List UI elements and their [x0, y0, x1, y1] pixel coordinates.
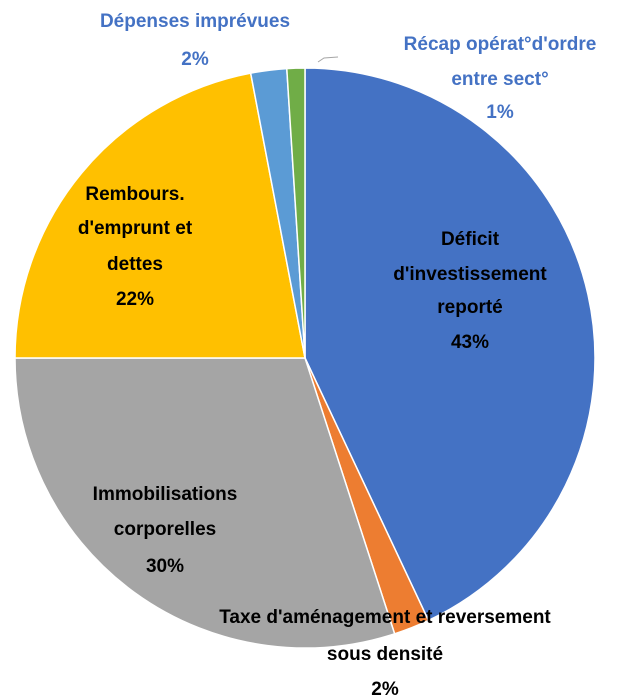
- slice-label: entre sect°: [451, 69, 548, 90]
- slice-label: sous densité: [327, 644, 443, 665]
- slice-label: Immobilisations: [93, 484, 238, 505]
- value-label: 43%: [451, 332, 489, 353]
- slice-label: corporelles: [114, 519, 216, 540]
- value-label: 22%: [116, 289, 154, 310]
- slice-label: d'emprunt et: [78, 218, 193, 239]
- slice-label: Taxe d'aménagement et reversement: [219, 607, 551, 628]
- pie-slice: [14, 357, 396, 649]
- leader-line: [317, 56, 339, 63]
- slice-label: d'investissement: [393, 264, 547, 285]
- slice-label: reporté: [437, 297, 502, 318]
- pie-slice: [14, 72, 306, 359]
- slice-label: Déficit: [441, 229, 500, 250]
- value-label: 2%: [181, 49, 209, 70]
- pie-slice: [285, 67, 306, 359]
- value-label: 30%: [146, 556, 184, 577]
- slice-label: Dépenses imprévues: [100, 11, 290, 32]
- value-label: 1%: [486, 102, 514, 123]
- slice-label: dettes: [107, 254, 163, 275]
- value-label: 2%: [371, 679, 399, 698]
- pie-slice: [304, 67, 596, 622]
- slice-label: Rembours.: [85, 184, 184, 205]
- slice-label: Récap opérat°d'ordre: [404, 34, 597, 55]
